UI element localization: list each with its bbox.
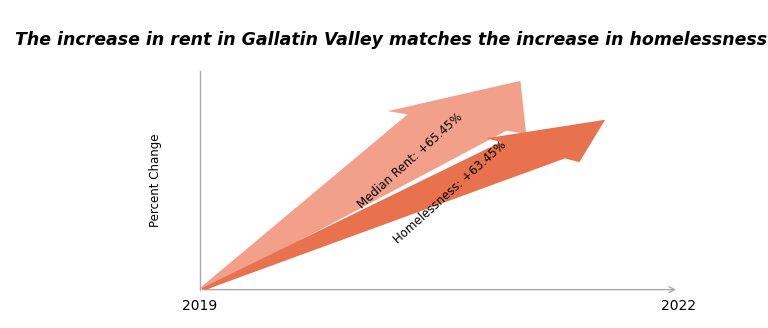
Text: The increase in rent in Gallatin Valley matches the increase in homelessness.: The increase in rent in Gallatin Valley …: [15, 31, 768, 49]
Text: Median Rent: +65.45%: Median Rent: +65.45%: [355, 111, 465, 211]
Text: 2019: 2019: [182, 299, 217, 313]
Text: 2022: 2022: [661, 299, 697, 313]
Text: Homelessness: +63.45%: Homelessness: +63.45%: [392, 139, 509, 246]
Polygon shape: [200, 81, 526, 290]
Text: Percent Change: Percent Change: [149, 133, 162, 227]
Polygon shape: [201, 120, 605, 290]
